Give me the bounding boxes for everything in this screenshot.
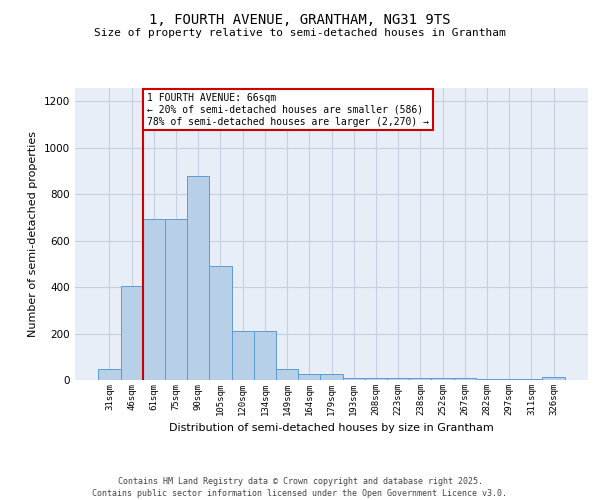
Y-axis label: Number of semi-detached properties: Number of semi-detached properties bbox=[28, 130, 38, 337]
Bar bbox=[454, 378, 476, 380]
Bar bbox=[276, 369, 298, 380]
Text: 1 FOURTH AVENUE: 66sqm
← 20% of semi-detached houses are smaller (586)
78% of se: 1 FOURTH AVENUE: 66sqm ← 20% of semi-det… bbox=[147, 94, 429, 126]
X-axis label: Distribution of semi-detached houses by size in Grantham: Distribution of semi-detached houses by … bbox=[169, 424, 494, 434]
Bar bbox=[431, 378, 454, 380]
Bar bbox=[542, 377, 565, 380]
Bar bbox=[254, 331, 276, 380]
Bar bbox=[320, 374, 343, 380]
Bar bbox=[343, 378, 365, 380]
Bar bbox=[365, 378, 387, 380]
Text: Size of property relative to semi-detached houses in Grantham: Size of property relative to semi-detach… bbox=[94, 28, 506, 38]
Bar bbox=[387, 378, 409, 380]
Bar bbox=[409, 378, 431, 380]
Bar bbox=[165, 219, 187, 380]
Bar bbox=[143, 219, 165, 380]
Bar bbox=[121, 286, 143, 380]
Bar bbox=[209, 266, 232, 380]
Bar bbox=[232, 331, 254, 380]
Bar bbox=[187, 176, 209, 380]
Bar bbox=[98, 369, 121, 380]
Bar bbox=[476, 379, 498, 380]
Bar bbox=[498, 379, 520, 380]
Text: 1, FOURTH AVENUE, GRANTHAM, NG31 9TS: 1, FOURTH AVENUE, GRANTHAM, NG31 9TS bbox=[149, 12, 451, 26]
Bar bbox=[298, 374, 320, 380]
Text: Contains HM Land Registry data © Crown copyright and database right 2025.
Contai: Contains HM Land Registry data © Crown c… bbox=[92, 476, 508, 498]
